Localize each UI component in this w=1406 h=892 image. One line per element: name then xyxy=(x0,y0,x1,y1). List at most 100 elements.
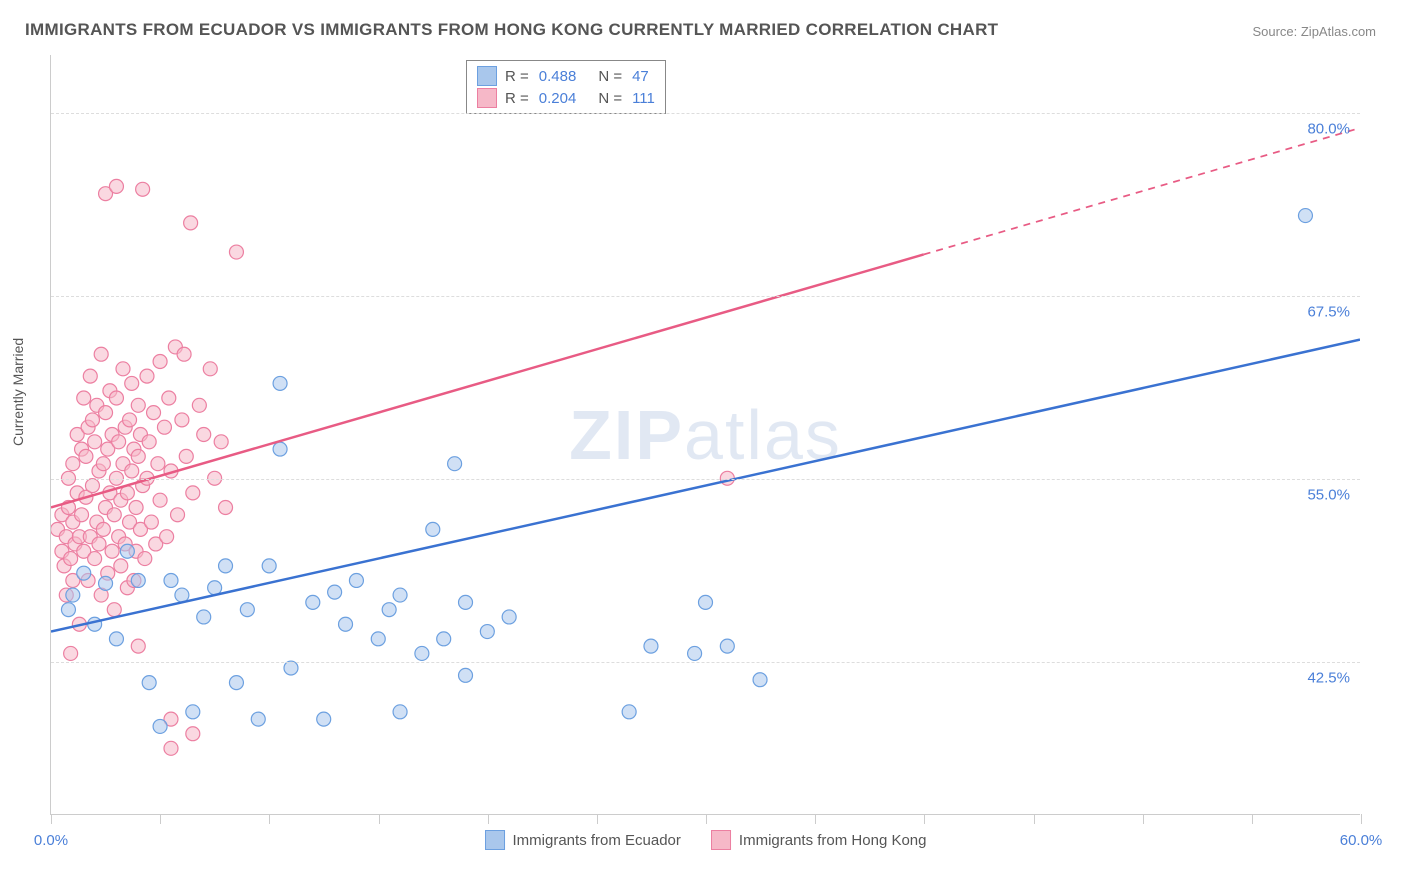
data-point xyxy=(88,617,102,631)
x-tick xyxy=(815,814,816,824)
grid-line xyxy=(51,113,1360,114)
data-point xyxy=(131,639,145,653)
data-point xyxy=(131,449,145,463)
scatter-svg xyxy=(51,55,1360,814)
swatch-ecuador-icon xyxy=(485,830,505,850)
data-point xyxy=(160,530,174,544)
x-tick xyxy=(706,814,707,824)
y-axis-label: Currently Married xyxy=(10,338,26,446)
data-point xyxy=(85,479,99,493)
x-tick xyxy=(488,814,489,824)
data-point xyxy=(393,705,407,719)
x-tick xyxy=(1143,814,1144,824)
data-point xyxy=(109,632,123,646)
swatch-hongkong-icon xyxy=(711,830,731,850)
data-point xyxy=(116,362,130,376)
data-point xyxy=(175,413,189,427)
regression-line-extrapolated xyxy=(924,128,1360,255)
data-point xyxy=(77,391,91,405)
data-point xyxy=(153,719,167,733)
data-point xyxy=(107,508,121,522)
data-point xyxy=(96,457,110,471)
data-point xyxy=(393,588,407,602)
data-point xyxy=(164,741,178,755)
x-axis-min-label: 0.0% xyxy=(34,832,68,849)
data-point xyxy=(192,398,206,412)
data-point xyxy=(144,515,158,529)
data-point xyxy=(699,595,713,609)
data-point xyxy=(317,712,331,726)
data-point xyxy=(382,603,396,617)
data-point xyxy=(184,216,198,230)
swatch-hongkong xyxy=(477,88,497,108)
series-legend: Immigrants from Ecuador Immigrants from … xyxy=(485,830,927,850)
data-point xyxy=(448,457,462,471)
data-point xyxy=(339,617,353,631)
regression-line xyxy=(51,254,924,507)
grid-line xyxy=(51,296,1360,297)
x-tick xyxy=(1252,814,1253,824)
data-point xyxy=(502,610,516,624)
x-tick xyxy=(51,814,52,824)
x-tick xyxy=(1361,814,1362,824)
data-point xyxy=(125,464,139,478)
data-point xyxy=(240,603,254,617)
data-point xyxy=(129,500,143,514)
data-point xyxy=(177,347,191,361)
data-point xyxy=(138,552,152,566)
data-point xyxy=(753,673,767,687)
legend-label: Immigrants from Ecuador xyxy=(513,832,681,849)
data-point xyxy=(328,585,342,599)
regression-line xyxy=(51,340,1360,632)
data-point xyxy=(171,508,185,522)
data-point xyxy=(147,406,161,420)
data-point xyxy=(644,639,658,653)
data-point xyxy=(251,712,265,726)
data-point xyxy=(105,544,119,558)
data-point xyxy=(371,632,385,646)
data-point xyxy=(186,705,200,719)
data-point xyxy=(131,398,145,412)
data-point xyxy=(112,435,126,449)
data-point xyxy=(66,457,80,471)
y-tick-label: 42.5% xyxy=(1307,669,1350,686)
data-point xyxy=(219,559,233,573)
data-point xyxy=(61,603,75,617)
data-point xyxy=(229,676,243,690)
x-tick xyxy=(160,814,161,824)
data-point xyxy=(186,486,200,500)
data-point xyxy=(459,595,473,609)
data-point xyxy=(197,428,211,442)
data-point xyxy=(94,347,108,361)
data-point xyxy=(175,588,189,602)
data-point xyxy=(125,376,139,390)
data-point xyxy=(262,559,276,573)
x-tick xyxy=(379,814,380,824)
data-point xyxy=(120,544,134,558)
data-point xyxy=(415,646,429,660)
grid-line xyxy=(51,479,1360,480)
correlation-legend: R =0.488 N =47 R =0.204 N =111 xyxy=(466,60,666,114)
y-tick-label: 67.5% xyxy=(1307,304,1350,321)
legend-row-hongkong: R =0.204 N =111 xyxy=(477,87,655,109)
data-point xyxy=(273,442,287,456)
y-tick-label: 55.0% xyxy=(1307,486,1350,503)
data-point xyxy=(459,668,473,682)
data-point xyxy=(153,493,167,507)
data-point xyxy=(1298,209,1312,223)
data-point xyxy=(720,639,734,653)
data-point xyxy=(75,508,89,522)
data-point xyxy=(164,573,178,587)
data-point xyxy=(83,369,97,383)
data-point xyxy=(79,449,93,463)
x-axis-max-label: 60.0% xyxy=(1340,832,1383,849)
data-point xyxy=(622,705,636,719)
data-point xyxy=(437,632,451,646)
data-point xyxy=(142,435,156,449)
x-tick xyxy=(269,814,270,824)
data-point xyxy=(142,676,156,690)
data-point xyxy=(77,566,91,580)
data-point xyxy=(229,245,243,259)
plot-area: ZIPatlas R =0.488 N =47 R =0.204 N =111 … xyxy=(50,55,1360,815)
legend-label: Immigrants from Hong Kong xyxy=(739,832,927,849)
